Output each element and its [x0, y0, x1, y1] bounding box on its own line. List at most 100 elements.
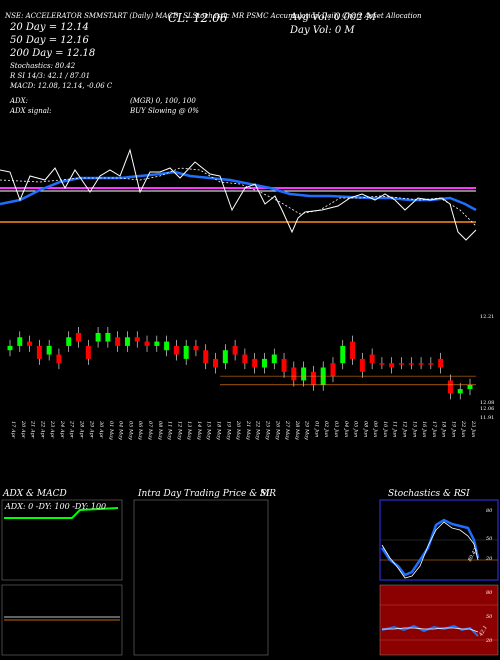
candle [369, 354, 375, 364]
price-white-line [0, 148, 477, 241]
candle [447, 380, 453, 394]
x-tick-label: 01 Jun [313, 421, 319, 437]
stoch-d-line [381, 521, 479, 579]
adx-panel-title: ADX & MACD [3, 489, 67, 499]
candle [222, 350, 228, 364]
x-tick-label: 01 May [108, 421, 114, 440]
x-tick-label: 04 May [118, 421, 124, 440]
header-title: NSE: ACCELERATOR SMMSTART (Daily) MACD: … [5, 12, 422, 20]
candle [144, 341, 150, 346]
stoch-tick-20: 20 [486, 556, 493, 562]
candle [27, 341, 33, 346]
stoch-tick-80: 80 [486, 508, 493, 514]
x-tick-label: 12 May [176, 421, 182, 440]
x-tick-label: 15 Jun [411, 421, 417, 437]
x-tick-label: 14 May [196, 421, 202, 440]
x-tick-label: 16 Jun [421, 421, 427, 437]
adx-panel [1, 499, 123, 581]
candle [350, 341, 356, 359]
intra-panel-title: Intra Day Trading Price & MR [138, 489, 277, 499]
macd-panel [1, 584, 123, 656]
candle [310, 371, 316, 385]
x-tick-label: 17 Jun [431, 421, 437, 437]
candle [281, 358, 287, 372]
y-tick-label: 12.21 [480, 314, 494, 320]
candle [428, 363, 434, 365]
candle [213, 358, 219, 368]
x-tick-label: 20 Apr [20, 420, 26, 439]
x-tick-label: 19 Jun [450, 421, 456, 437]
candle [95, 332, 101, 342]
candle [232, 345, 238, 355]
stoch-panel [379, 499, 499, 581]
y-tick-label: 11.91 [480, 415, 494, 421]
x-tick-label: 21 Apr [30, 420, 36, 439]
x-tick-label: 15 May [206, 421, 212, 440]
candle [85, 345, 91, 359]
adx-panel-label: ADX: 0 -DY: 100 -DY: 100 [5, 502, 107, 511]
x-tick-label: 30 Apr [98, 421, 104, 439]
candle [164, 341, 170, 351]
stoch-panel-title: Stochastics & R [388, 489, 461, 499]
x-tick-label: 02 Jun [323, 421, 329, 437]
rsi-signal-line [382, 627, 479, 633]
price-chart: 17 Apr 20 Apr 21 Apr 22 Apr 23 Apr 24 Apr 27 A… [0, 148, 494, 440]
candle [457, 389, 463, 394]
y-tick-label: 12.06 [480, 406, 494, 412]
candle [134, 337, 140, 342]
x-tick-label: 29 May [304, 420, 310, 440]
x-tick-label: 26 May [274, 420, 280, 440]
x-tick-label: 09 Jun [372, 421, 378, 437]
candle [242, 354, 248, 364]
candle [183, 345, 189, 359]
candle [173, 345, 179, 355]
candle [105, 332, 111, 342]
x-tick-label: 05 May [127, 421, 133, 440]
rsi-tick-20: 20 [486, 638, 493, 644]
close-label: CL: 12.06 [168, 11, 228, 25]
stochastics-label: Stochastics: 80.42 [10, 62, 76, 70]
rsi-tick-80: 80 [486, 590, 493, 596]
x-tick-label: 18 Jun [441, 421, 447, 437]
candle [340, 345, 346, 364]
x-tick-label: 17 Apr [10, 421, 16, 439]
candle [17, 337, 23, 346]
candle [408, 363, 414, 365]
candle [291, 367, 297, 381]
rsi-last-value: 42.1 [478, 624, 489, 638]
x-tick-label: 12 Jun [401, 421, 407, 437]
sma-blue-line [0, 170, 477, 212]
x-tick-label: 11 May [167, 421, 173, 440]
candle [124, 337, 130, 346]
x-tick-label: 24 Apr [59, 420, 65, 439]
candle [46, 345, 52, 355]
x-tick-label: 23 Jun [470, 420, 476, 437]
candle [76, 332, 82, 342]
x-tick-label: 05 Jun [353, 421, 359, 437]
candle [203, 350, 209, 364]
stoch-last-value: 80.42 [466, 547, 480, 563]
day-vol-label: Day Vol: 0 M [290, 25, 355, 36]
x-tick-label: 08 May [157, 421, 163, 440]
candle [261, 358, 267, 368]
candle [359, 358, 365, 372]
candle [438, 358, 444, 368]
x-tick-label: 18 May [216, 421, 222, 440]
macd-values: MACD: 12.08, 12.14, -0.06 C [10, 82, 113, 90]
x-tick-label: 22 May [255, 420, 261, 440]
x-tick-label: 11 Jun [392, 421, 398, 437]
candle [330, 363, 336, 377]
candle [389, 363, 395, 368]
intra-panel [133, 499, 269, 656]
stoch-panel-suffix: SI [460, 489, 470, 499]
x-tick-label: 07 May [147, 421, 153, 440]
candle [7, 345, 13, 351]
candle [467, 384, 473, 390]
x-tick-label: 29 Apr [88, 420, 94, 439]
adx-signal-label: ADX signal: [10, 107, 52, 115]
rsi-line [381, 624, 479, 637]
x-tick-label: 20 May [235, 420, 241, 440]
avg-vol-label: Avg Vol: 0.002 M [290, 12, 377, 23]
x-tick-label: 22 Apr [39, 420, 45, 439]
candle [271, 354, 277, 364]
